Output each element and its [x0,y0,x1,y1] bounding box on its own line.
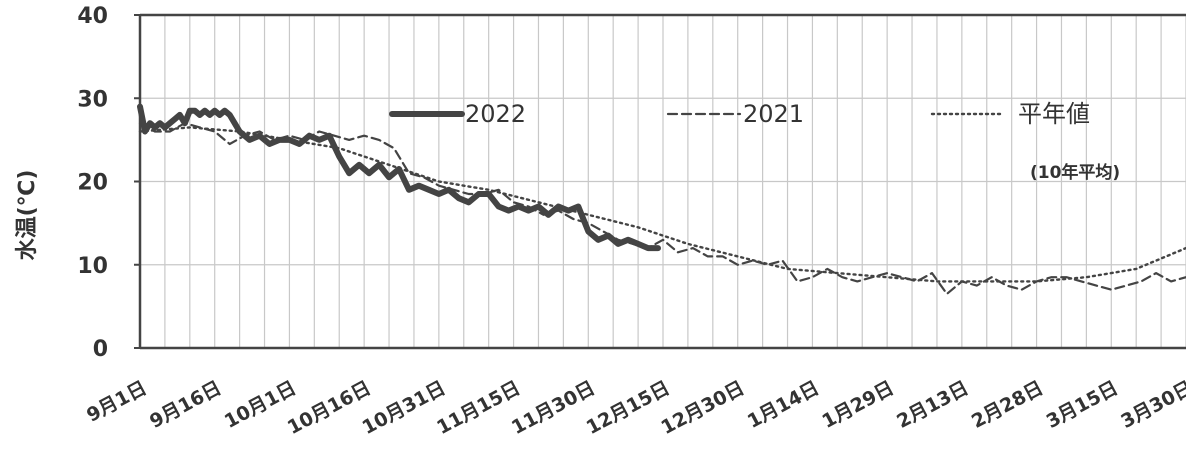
x-tick-label: 11月15日 [433,377,524,439]
x-tick-label: 1月29日 [819,377,898,433]
x-tick-label: 12月30日 [657,377,748,439]
x-tick-label: 12月15日 [583,377,674,439]
x-tick-label: 11月30日 [508,377,599,439]
x-axis-ticks: 9月1日9月16日10月1日10月16日10月31日11月15日11月30日12… [83,377,1186,439]
x-tick-label: 10月16日 [284,377,375,439]
x-tick-label: 9月16日 [146,377,225,433]
y-axis-ticks: 0 10 20 30 40 [77,4,140,362]
series-line-dashed [138,122,1186,295]
x-tick-label: 3月15日 [1043,377,1122,433]
y-tick-label: 20 [77,171,108,196]
y-tick-label: 0 [93,337,108,362]
series-line-dotted [138,126,1186,283]
y-tick-label: 10 [77,254,108,279]
legend-label: 2022 [465,100,526,128]
x-tick-label: 9月1日 [83,377,150,427]
legend-label: 2021 [743,100,804,128]
x-tick-label: 3月30日 [1117,377,1186,433]
chart-series [137,103,1186,295]
x-tick-label: 2月28日 [968,377,1047,433]
series-line-solid-thick [137,103,661,252]
x-tick-label: 2月13日 [893,377,972,433]
y-tick-label: 30 [77,87,108,112]
x-tick-label: 10月31日 [359,377,450,439]
y-axis-label: 水温(℃) [15,170,40,261]
y-tick-label: 40 [77,4,108,29]
x-tick-label: 1月14日 [744,377,823,433]
chart-legend: 2022 2021 平年値 (10年平均) [389,100,1120,183]
legend-label: 平年値 [1018,100,1090,128]
legend-sublabel: (10年平均) [1030,162,1120,183]
